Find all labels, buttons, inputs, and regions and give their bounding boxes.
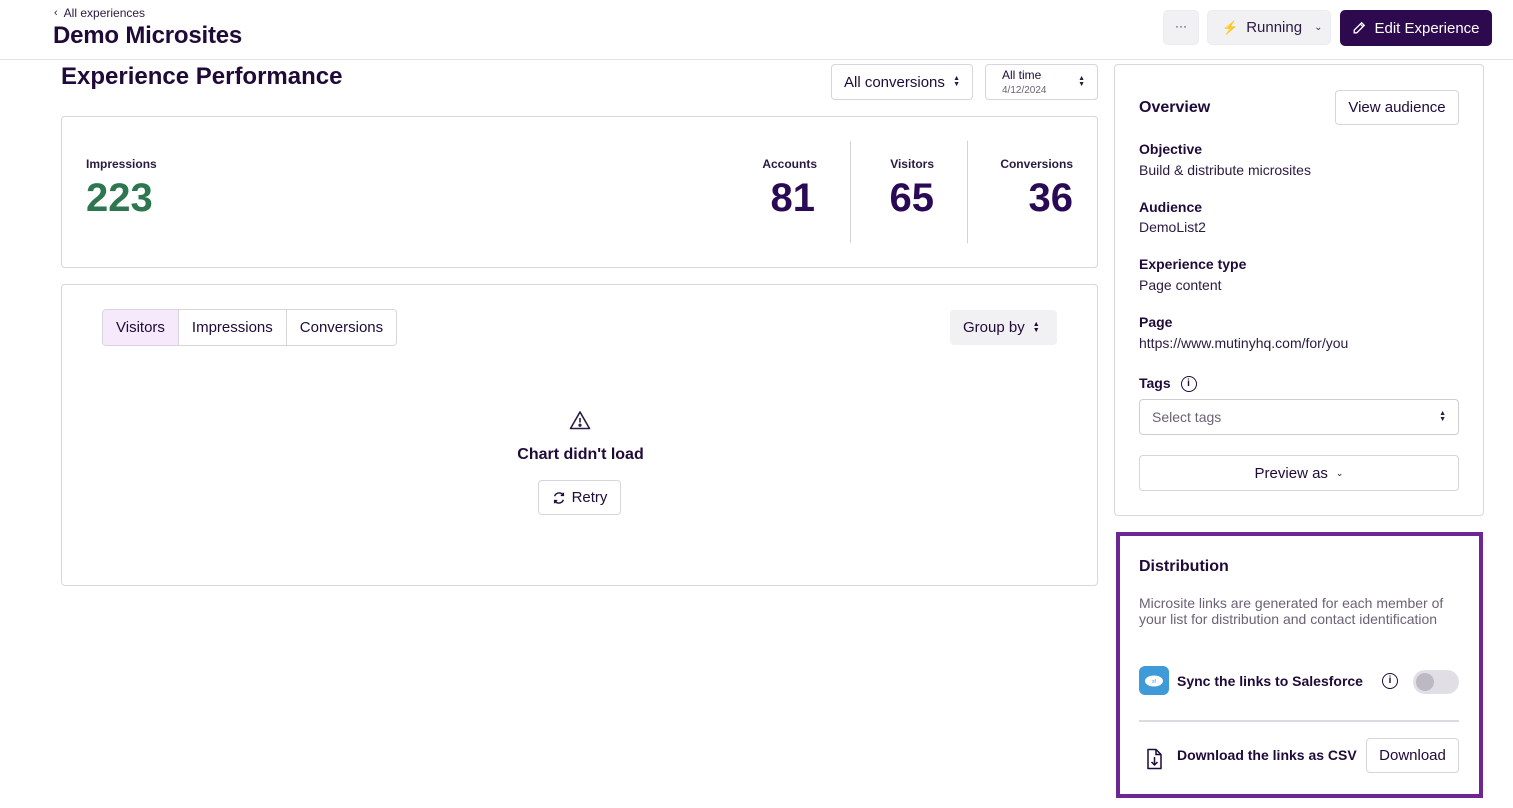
status-dropdown-button[interactable]: ⚡ Running ⌄ bbox=[1207, 10, 1331, 45]
activity-icon: ⚡ bbox=[1222, 19, 1239, 35]
audience-label: Audience bbox=[1139, 199, 1203, 215]
info-icon[interactable]: i bbox=[1382, 673, 1398, 689]
tags-label-row: Tags i bbox=[1139, 375, 1197, 393]
page-title: Demo Microsites bbox=[53, 22, 243, 49]
svg-text:sf: sf bbox=[1152, 679, 1157, 685]
time-range-select[interactable]: All time 4/12/2024 ▲ ▼ bbox=[985, 64, 1098, 100]
updown-icon: ▲ ▼ bbox=[1078, 75, 1085, 88]
distribution-card: Distribution Microsite links are generat… bbox=[1116, 532, 1483, 798]
chevron-down-icon: ⌄ bbox=[1314, 22, 1323, 33]
updown-icon: ▲ ▼ bbox=[1032, 320, 1040, 334]
tags-label: Tags bbox=[1139, 375, 1171, 391]
conversions-value: 36 bbox=[1028, 176, 1074, 220]
info-icon[interactable]: i bbox=[1180, 376, 1197, 393]
updown-icon: ▲ ▼ bbox=[1439, 410, 1446, 423]
time-range-date: 4/12/2024 bbox=[1002, 85, 1047, 96]
distribution-description: Microsite links are generated for each m… bbox=[1139, 595, 1444, 627]
status-label: Running bbox=[1246, 19, 1303, 36]
warning-icon bbox=[569, 411, 591, 430]
sync-salesforce-label: Sync the links to Salesforce bbox=[1177, 673, 1363, 689]
stat-divider bbox=[967, 141, 968, 243]
chevron-left-icon: ‹ bbox=[54, 7, 58, 19]
objective-label: Objective bbox=[1139, 141, 1203, 157]
edit-experience-label: Edit Experience bbox=[1374, 19, 1480, 37]
impressions-value: 223 bbox=[86, 176, 153, 220]
conversion-filter-value: All conversions bbox=[844, 73, 945, 91]
visitors-label: Visitors bbox=[890, 157, 934, 171]
tab-conversions[interactable]: Conversions bbox=[286, 310, 397, 345]
chart-error-message: Chart didn't load bbox=[517, 446, 644, 463]
group-by-button[interactable]: Group by ▲ ▼ bbox=[950, 310, 1057, 345]
metric-tabs: Visitors Impressions Conversions bbox=[102, 309, 398, 346]
conversion-filter-select[interactable]: All conversions ▲ ▼ bbox=[831, 64, 973, 100]
download-csv-label: Download the links as CSV bbox=[1177, 747, 1357, 763]
refresh-icon bbox=[553, 491, 564, 504]
objective-value: Build & distribute microsites bbox=[1139, 162, 1311, 178]
visitors-value: 65 bbox=[889, 176, 935, 220]
tags-placeholder: Select tags bbox=[1152, 409, 1222, 425]
divider bbox=[1139, 720, 1459, 722]
performance-title: Experience Performance bbox=[61, 63, 343, 90]
back-link-label: All experiences bbox=[63, 6, 146, 20]
experience-type-value: Page content bbox=[1139, 277, 1222, 293]
time-range-label: All time bbox=[1002, 68, 1042, 82]
top-bar: ‹ All experiences Demo Microsites ··· ⚡ … bbox=[0, 0, 1513, 60]
experience-type-label: Experience type bbox=[1139, 256, 1247, 272]
conversions-label: Conversions bbox=[1000, 157, 1073, 171]
page-url[interactable]: https://www.mutinyhq.com/for/you bbox=[1139, 335, 1349, 351]
stats-card: Impressions 223 Accounts 81 Visitors 65 … bbox=[61, 116, 1098, 268]
view-audience-button[interactable]: View audience bbox=[1335, 90, 1459, 125]
retry-label: Retry bbox=[571, 489, 608, 506]
more-options-button[interactable]: ··· bbox=[1163, 10, 1199, 45]
tab-visitors[interactable]: Visitors bbox=[103, 310, 179, 345]
accounts-value: 81 bbox=[770, 176, 816, 220]
overview-title: Overview bbox=[1139, 99, 1211, 116]
salesforce-icon: sf bbox=[1139, 666, 1169, 695]
page-label: Page bbox=[1139, 314, 1173, 330]
download-button[interactable]: Download bbox=[1366, 738, 1459, 773]
preview-as-button[interactable]: Preview as ⌄ bbox=[1139, 455, 1459, 491]
distribution-title: Distribution bbox=[1139, 558, 1229, 575]
file-download-icon bbox=[1147, 748, 1162, 770]
chevron-down-icon: ⌄ bbox=[1335, 467, 1344, 478]
back-to-experiences-link[interactable]: ‹ All experiences bbox=[54, 6, 145, 20]
impressions-label: Impressions bbox=[86, 157, 157, 171]
tab-impressions[interactable]: Impressions bbox=[178, 310, 287, 345]
preview-as-label: Preview as bbox=[1254, 464, 1328, 482]
stat-divider bbox=[850, 141, 851, 243]
edit-experience-button[interactable]: Edit Experience bbox=[1340, 10, 1492, 46]
tags-select[interactable]: Select tags ▲ ▼ bbox=[1139, 399, 1459, 435]
retry-button[interactable]: Retry bbox=[538, 480, 621, 515]
overview-card: Overview View audience Objective Build &… bbox=[1114, 64, 1484, 516]
toggle-knob bbox=[1416, 673, 1434, 691]
pencil-icon bbox=[1354, 21, 1366, 34]
sync-salesforce-toggle[interactable] bbox=[1413, 670, 1459, 694]
group-by-label: Group by bbox=[963, 319, 1025, 336]
updown-icon: ▲ ▼ bbox=[953, 75, 960, 88]
chart-card: Visitors Impressions Conversions Group b… bbox=[61, 284, 1098, 586]
accounts-label: Accounts bbox=[762, 157, 817, 171]
audience-value: DemoList2 bbox=[1139, 219, 1206, 235]
